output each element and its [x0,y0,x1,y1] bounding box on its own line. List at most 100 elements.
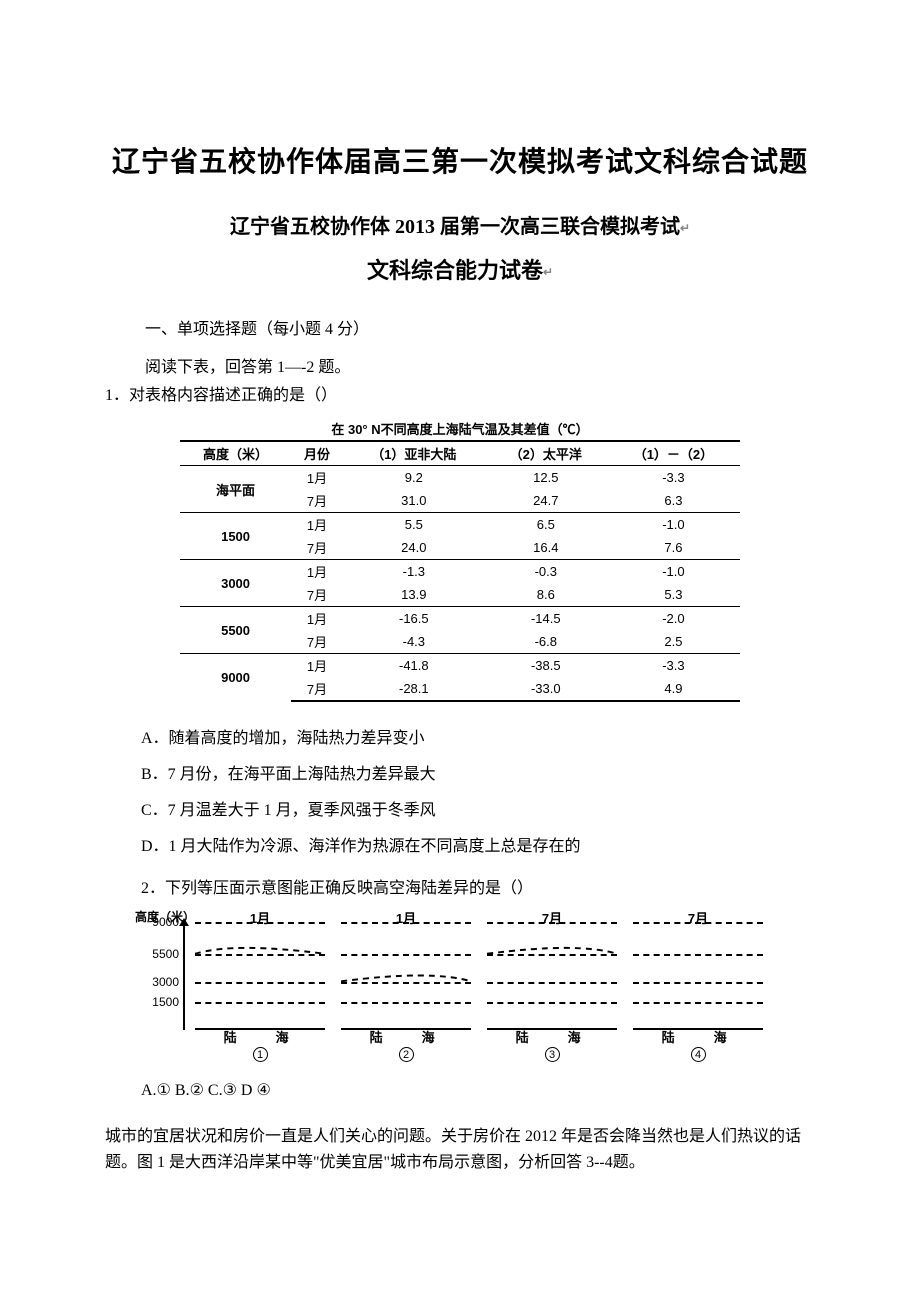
col-altitude: 高度（米） [180,441,291,466]
question-1-stem: 1．对表格内容描述正确的是（） [105,381,815,405]
cell-month: 1月 [291,513,343,537]
y-tick-label: 5500 [135,947,179,961]
instruction-text: 阅读下表，回答第 1—-2 题。 [145,353,815,377]
x-label-land: 陆 [224,1027,237,1046]
cell-ocean: 8.6 [485,583,607,607]
question-2-stem: 2．下列等压面示意图能正确反映高空海陆差异的是（） [141,874,815,898]
cell-diff: 4.9 [607,677,740,701]
panel-number: 4 [633,1046,763,1062]
chart-panel: 1月陆海1 [195,922,325,1030]
circle-number-icon: 1 [253,1047,268,1062]
passage-text: 城市的宜居状况和房价一直是人们关心的问题。关于房价在 2012 年是否会降当然也… [105,1124,815,1175]
cell-ocean: -38.5 [485,654,607,678]
question-2-options: A.① B.② C.③ D ④ [141,1080,815,1100]
cell-diff: -1.0 [607,513,740,537]
cell-diff: 2.5 [607,630,740,654]
table-row: 55001月-16.5-14.5-2.0 [180,607,740,631]
isobar-curve [195,922,325,1028]
sub-title-1: 辽宁省五校协作体 2013 届第一次高三联合模拟考试↵ [105,210,815,239]
cell-continent: -16.5 [343,607,485,631]
col-ocean: （2）太平洋 [485,441,607,466]
main-title: 辽宁省五校协作体届高三第一次模拟考试文科综合试题 [105,140,815,180]
cell-diff: 6.3 [607,489,740,513]
para-mark-icon: ↵ [680,221,690,236]
question-1-options: A．随着高度的增加，海陆热力差异变小 B．7 月份，在海平面上海陆热力差异最大 … [141,724,815,856]
circle-number-icon: 2 [399,1047,414,1062]
panel-number: 1 [195,1046,325,1062]
cell-continent: 24.0 [343,536,485,560]
cell-diff: -2.0 [607,607,740,631]
table-row: 15001月5.56.5-1.0 [180,513,740,537]
option-d: D．1 月大陆作为冷源、海洋作为热源在不同高度上总是存在的 [141,832,815,856]
cell-altitude: 海平面 [180,466,291,513]
isobar-curve [487,922,617,1028]
cell-continent: -4.3 [343,630,485,654]
cell-continent: 31.0 [343,489,485,513]
cell-ocean: 24.7 [485,489,607,513]
table-header-row: 高度（米） 月份 （1）亚非大陆 （2）太平洋 （1）－（2） [180,441,740,466]
cell-month: 7月 [291,677,343,701]
cell-month: 7月 [291,489,343,513]
circle-number-icon: 4 [691,1047,706,1062]
cell-month: 7月 [291,536,343,560]
sub-title-2-text: 文科综合能力试卷 [367,258,543,283]
x-label-land: 陆 [662,1027,675,1046]
cell-ocean: -0.3 [485,560,607,584]
cell-month: 1月 [291,466,343,490]
cell-diff: 5.3 [607,583,740,607]
sub-title-1-text: 辽宁省五校协作体 2013 届第一次高三联合模拟考试 [230,216,680,238]
cell-month: 1月 [291,607,343,631]
sub-title-2: 文科综合能力试卷↵ [105,253,815,285]
x-label-sea: 海 [568,1027,581,1046]
col-diff: （1）－（2） [607,441,740,466]
table-row: 90001月-41.8-38.5-3.3 [180,654,740,678]
cell-altitude: 5500 [180,607,291,654]
isobar-chart: 高度（米） 90005500300015001月陆海11月陆海27月陆海37月陆… [135,912,775,1062]
cell-month: 7月 [291,630,343,654]
data-table-wrap: 在 30° N不同高度上海陆气温及其差值（℃） 高度（米） 月份 （1）亚非大陆… [180,419,740,702]
cell-altitude: 1500 [180,513,291,560]
cell-diff: -3.3 [607,654,740,678]
cell-continent: 5.5 [343,513,485,537]
cell-continent: -41.8 [343,654,485,678]
cell-month: 1月 [291,654,343,678]
table-caption: 在 30° N不同高度上海陆气温及其差值（℃） [180,419,740,438]
cell-continent: -1.3 [343,560,485,584]
cell-continent: 13.9 [343,583,485,607]
para-mark-icon: ↵ [543,265,553,280]
cell-ocean: -6.8 [485,630,607,654]
cell-ocean: 12.5 [485,466,607,490]
y-axis-line [183,922,185,1030]
option-a: A．随着高度的增加，海陆热力差异变小 [141,724,815,748]
y-tick-label: 9000 [135,915,179,929]
cell-continent: -28.1 [343,677,485,701]
cell-altitude: 3000 [180,560,291,607]
x-label-sea: 海 [276,1027,289,1046]
option-c: C．7 月温差大于 1 月，夏季风强于冬季风 [141,796,815,820]
cell-ocean: -14.5 [485,607,607,631]
cell-diff: -1.0 [607,560,740,584]
panel-number: 3 [487,1046,617,1062]
y-tick-label: 3000 [135,975,179,989]
cell-altitude: 9000 [180,654,291,702]
chart-panel: 1月陆海2 [341,922,471,1030]
cell-continent: 9.2 [343,466,485,490]
chart-panel: 7月陆海4 [633,922,763,1030]
option-b: B．7 月份，在海平面上海陆热力差异最大 [141,760,815,784]
panel-number: 2 [341,1046,471,1062]
chart-panel: 7月陆海3 [487,922,617,1030]
isobar-curve [341,922,471,1028]
cell-ocean: -33.0 [485,677,607,701]
cell-diff: -3.3 [607,466,740,490]
x-label-sea: 海 [422,1027,435,1046]
cell-month: 7月 [291,583,343,607]
section-heading: 一、单项选择题（每小题 4 分） [145,315,815,339]
table-row: 30001月-1.3-0.3-1.0 [180,560,740,584]
cell-diff: 7.6 [607,536,740,560]
circle-number-icon: 3 [545,1047,560,1062]
col-continent: （1）亚非大陆 [343,441,485,466]
cell-month: 1月 [291,560,343,584]
x-label-sea: 海 [714,1027,727,1046]
x-label-land: 陆 [516,1027,529,1046]
col-month: 月份 [291,441,343,466]
